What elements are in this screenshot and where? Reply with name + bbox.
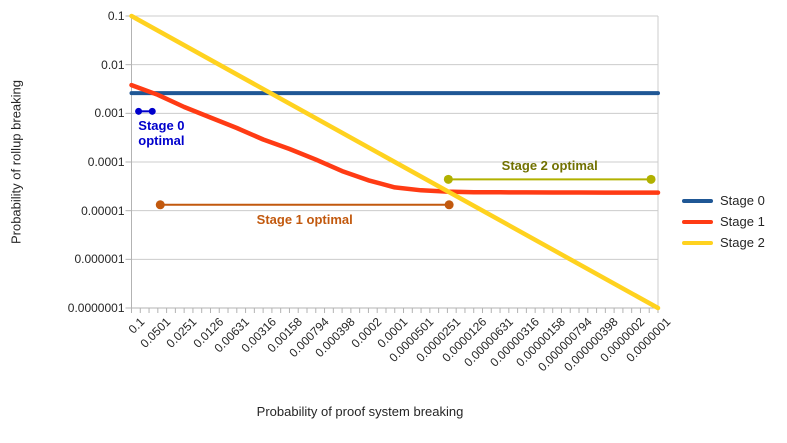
legend-item-stage-0: Stage 0 xyxy=(682,190,765,211)
stage2-optimal-range xyxy=(443,174,656,184)
y-tick-label: 0.001 xyxy=(94,106,125,121)
legend-item-label: Stage 2 xyxy=(720,235,765,250)
legend-line-swatch xyxy=(682,240,713,245)
stage1-optimal-range xyxy=(155,200,454,210)
legend-line-swatch xyxy=(682,198,713,203)
y-tick-label: 0.1 xyxy=(107,9,125,23)
legend: Stage 0 Stage 1 Stage 2 xyxy=(682,190,765,253)
legend-item-stage-2: Stage 2 xyxy=(682,232,765,253)
stage0-optimal-range xyxy=(135,107,156,115)
y-tick-label: 0.01 xyxy=(101,57,125,72)
legend-line-swatch xyxy=(682,219,713,224)
y-tick-label: 0.0000001 xyxy=(67,301,125,315)
legend-item-label: Stage 1 xyxy=(720,214,765,229)
axes xyxy=(125,15,659,313)
series-stage-1 xyxy=(129,82,661,195)
x-axis-title: Probability of proof system breaking xyxy=(256,404,464,419)
y-tick-label: 0.0001 xyxy=(87,155,125,169)
legend-item-stage-1: Stage 1 xyxy=(682,211,765,232)
series-stage-2 xyxy=(129,13,661,311)
y-tick-label: 0.00001 xyxy=(81,203,125,218)
legend-item-label: Stage 0 xyxy=(720,193,765,208)
stage1-optimal-label: Stage 1 optimal xyxy=(256,211,353,227)
y-tick-label: 0.000001 xyxy=(74,252,125,267)
stage2-optimal-label: Stage 2 optimal xyxy=(501,158,598,174)
y-axis-title: Probability of rollup breaking xyxy=(8,79,24,245)
stage0-optimal-label: Stage 0 optimal xyxy=(138,118,185,149)
